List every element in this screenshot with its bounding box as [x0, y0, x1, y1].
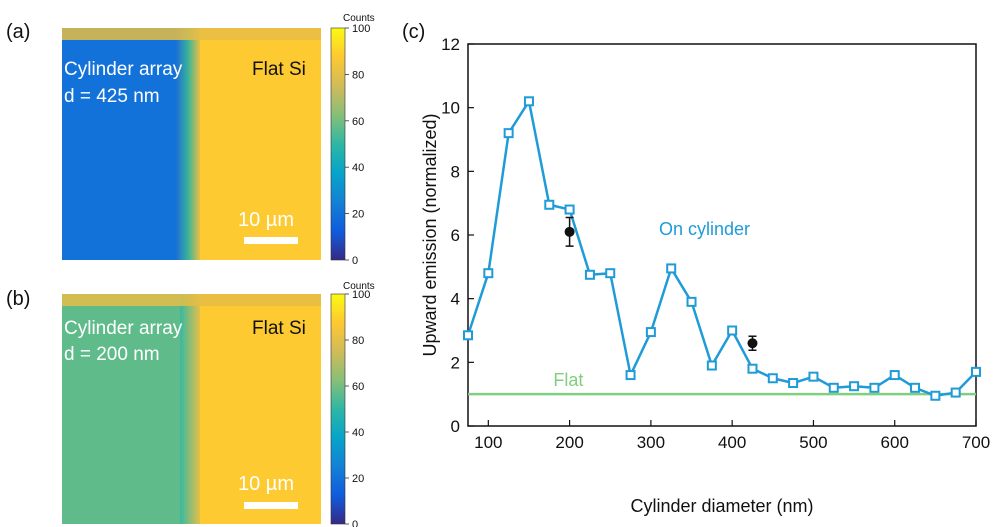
data-point — [869, 382, 880, 393]
data-point — [523, 96, 534, 107]
y-tick-label: 8 — [451, 162, 460, 181]
region-boundary — [180, 294, 200, 524]
data-point — [605, 268, 616, 279]
panel-a-image — [62, 28, 321, 260]
cylinder-array-region — [62, 28, 186, 260]
x-tick-label: 200 — [555, 433, 583, 452]
flat-si-text: Flat Si — [252, 59, 306, 80]
diameter-text: d = 425 nm — [64, 86, 160, 107]
colorbar-tick-label: 60 — [352, 381, 364, 393]
data-point — [666, 263, 677, 274]
x-axis-label: Cylinder diameter (nm) — [630, 496, 813, 516]
data-point — [483, 268, 494, 279]
colorbar-tick-label: 80 — [352, 69, 364, 81]
flat-label: Flat — [553, 370, 583, 390]
on-cylinder-series — [463, 96, 981, 401]
data-point — [950, 387, 961, 398]
y-tick-label: 12 — [441, 35, 460, 54]
axis-ticks: 100 200 300 400 500 600 700 0 2 4 6 8 10 12 — [441, 35, 990, 452]
measured-point — [747, 338, 758, 349]
x-tick-label: 500 — [799, 433, 827, 452]
cylinder-array-region — [62, 294, 188, 524]
y-tick-label: 2 — [451, 353, 460, 372]
flat-si-text: Flat Si — [252, 318, 306, 339]
data-point — [971, 366, 981, 377]
colorbar-title: Counts — [343, 13, 375, 24]
on-cylinder-line — [466, 100, 977, 398]
panel-b: (b) Cylinder array d = 200 nm Flat Si 10… — [6, 281, 375, 527]
panel-c: (c) 100 200 300 400 500 600 700 0 2 4 6 8 10 12 On cy… — [402, 21, 990, 516]
y-tick-label: 0 — [451, 417, 460, 436]
colorbar-tick-label: 80 — [352, 335, 364, 347]
data-point — [503, 128, 514, 139]
panel-a-label: (a) — [6, 21, 30, 43]
colorbar-title: Counts — [343, 281, 375, 292]
data-point — [747, 363, 758, 374]
measured-point — [564, 226, 575, 237]
top-edge — [62, 294, 321, 306]
data-point — [808, 371, 819, 382]
cylinder-array-text: Cylinder array — [64, 59, 183, 80]
x-tick-label: 700 — [962, 433, 990, 452]
data-point — [910, 382, 921, 393]
scale-bar — [244, 237, 298, 244]
data-point — [727, 325, 738, 336]
colorbar-tick-label: 60 — [352, 116, 364, 128]
colorbar-tick-label: 20 — [352, 209, 364, 221]
panel-b-colorbar: Counts 100 80 60 40 20 0 — [330, 281, 375, 527]
colorbar-tick-label: 0 — [352, 519, 358, 527]
data-point — [849, 381, 860, 392]
data-point — [544, 199, 555, 210]
data-point — [767, 373, 778, 384]
data-point — [828, 382, 839, 393]
data-point — [686, 296, 697, 307]
data-point — [889, 370, 900, 381]
data-point — [463, 330, 473, 341]
diameter-text: d = 200 nm — [64, 344, 160, 365]
colorbar-gradient — [330, 293, 346, 525]
data-point — [625, 370, 636, 381]
colorbar-tick-label: 0 — [352, 255, 358, 267]
data-point — [788, 378, 799, 389]
data-point — [645, 327, 656, 338]
panel-b-label: (b) — [6, 288, 30, 310]
colorbar-gradient — [330, 27, 346, 261]
colorbar-tick-label: 100 — [352, 23, 370, 35]
x-tick-label: 100 — [474, 433, 502, 452]
colorbar-tick-label: 100 — [352, 289, 370, 301]
scale-bar-label: 10 µm — [238, 473, 294, 495]
y-axis-label: Upward emission (normalized) — [420, 113, 440, 356]
colorbar-tick-label: 40 — [352, 162, 364, 174]
panel-c-label: (c) — [402, 21, 425, 43]
top-edge — [62, 28, 321, 40]
colorbar-tick-label: 20 — [352, 473, 364, 485]
x-tick-label: 600 — [881, 433, 909, 452]
x-tick-label: 300 — [637, 433, 665, 452]
y-tick-label: 6 — [451, 226, 460, 245]
region-boundary — [176, 28, 200, 260]
data-point — [706, 360, 717, 371]
panel-a: (a) Cylinder array d = 425 nm Flat Si 10… — [6, 13, 375, 267]
data-point — [564, 204, 575, 215]
scale-bar — [244, 502, 298, 509]
panel-a-colorbar: Counts 100 80 60 40 20 0 — [330, 13, 375, 267]
scale-bar-label: 10 µm — [238, 209, 294, 231]
cylinder-array-text: Cylinder array — [64, 318, 183, 339]
y-tick-label: 10 — [441, 99, 460, 118]
data-point — [584, 269, 595, 280]
panel-b-image — [62, 294, 321, 524]
colorbar-tick-label: 40 — [352, 427, 364, 439]
on-cylinder-label: On cylinder — [659, 219, 750, 239]
data-point — [930, 390, 941, 401]
y-tick-label: 4 — [451, 290, 460, 309]
x-tick-label: 400 — [718, 433, 746, 452]
measured-points — [564, 216, 758, 351]
